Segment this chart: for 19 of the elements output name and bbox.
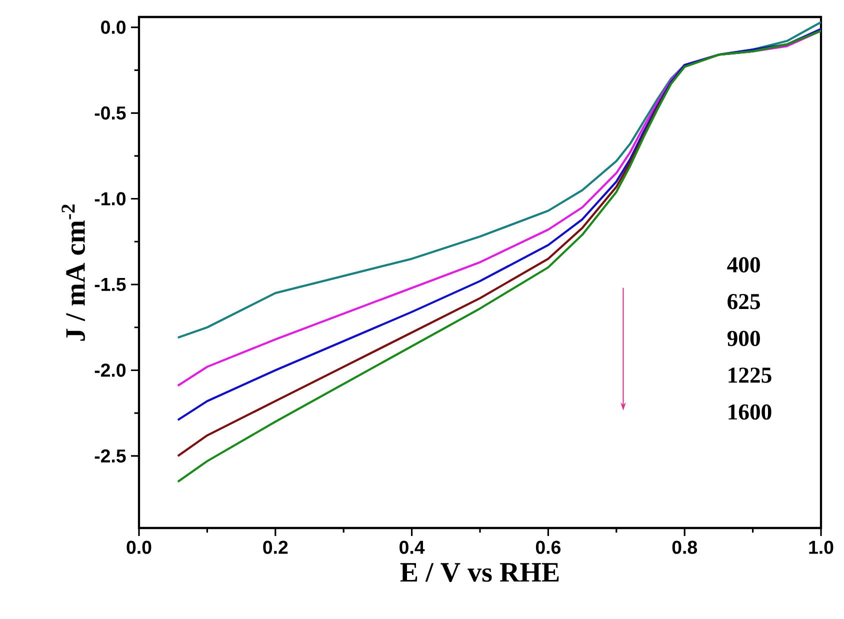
y-axis-title: J / mA cm$^{-2}$ bbox=[62, 204, 85, 341]
x-tick-label: 1.0 bbox=[809, 540, 834, 554]
y-tick-label: -2.5 bbox=[94, 449, 126, 463]
x-tick-label: 0.0 bbox=[126, 540, 152, 554]
y-tick-label: -1.0 bbox=[94, 192, 126, 206]
y-tick-label: -0.5 bbox=[94, 106, 126, 120]
x-tick-label: 0.4 bbox=[400, 540, 425, 554]
annotation: 900 bbox=[727, 330, 760, 346]
y-tick-label: 0.0 bbox=[101, 20, 126, 34]
annotation: 625 bbox=[728, 294, 760, 310]
x-tick-label: 0.6 bbox=[536, 540, 560, 554]
y-tick-label: -1.5 bbox=[94, 278, 126, 292]
annotation: 1225 bbox=[728, 368, 772, 383]
x-axis-title: E / V vs RHE bbox=[400, 563, 559, 582]
x-tick-label: 0.2 bbox=[263, 540, 288, 554]
annotation: 1600 bbox=[728, 404, 772, 420]
y-tick-label: -2.0 bbox=[94, 364, 126, 377]
x-tick-label: 0.8 bbox=[672, 540, 697, 554]
annotation: 400 bbox=[727, 257, 760, 272]
